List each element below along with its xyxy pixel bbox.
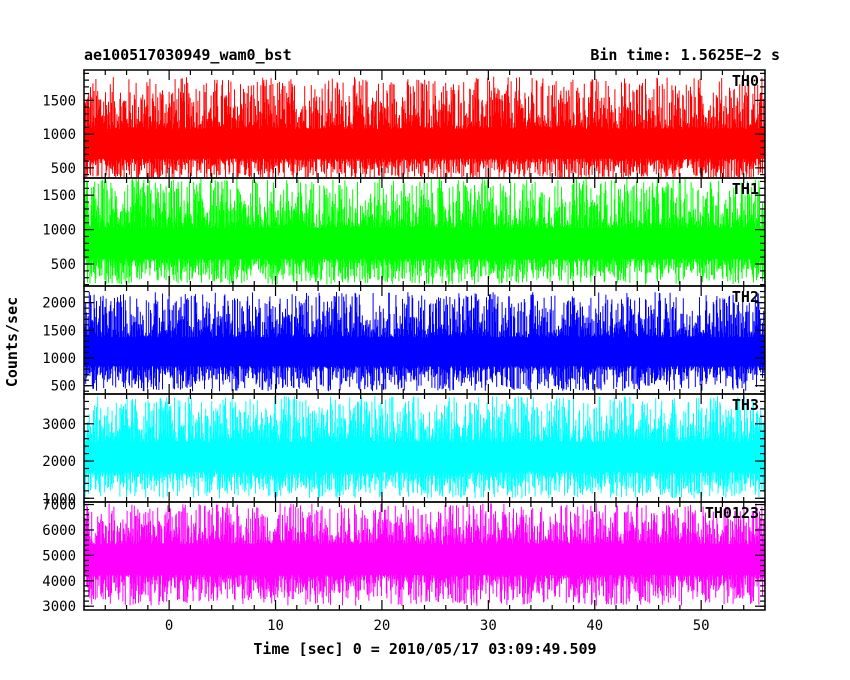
y-tick-label: 4000 [42, 574, 76, 590]
y-tick-label: 3000 [42, 599, 76, 615]
y-tick-label: 1000 [42, 127, 76, 143]
series-th0 [84, 76, 766, 177]
y-tick-label: 3000 [42, 417, 76, 433]
x-tick-label: 40 [586, 618, 603, 634]
panel-label-th0: TH0 [732, 72, 759, 90]
chart-title-right: Bin time: 1.5625E−2 s [590, 46, 780, 64]
y-tick-label: 1000 [42, 223, 76, 239]
y-tick-label: 2000 [42, 296, 76, 312]
y-tick-label: 5000 [42, 548, 76, 564]
y-tick-label: 500 [51, 161, 76, 177]
panels: TH050010001500TH150010001500TH2500100015… [42, 69, 766, 634]
y-tick-label: 1000 [42, 491, 76, 507]
panel-label-th1: TH1 [732, 180, 759, 198]
y-axis-label: Counts/sec [3, 297, 21, 387]
series-th2 [84, 291, 766, 392]
y-tick-label: 1000 [42, 351, 76, 367]
x-tick-label: 10 [267, 618, 284, 634]
x-tick-label: 0 [165, 618, 173, 634]
x-tick-label: 20 [374, 618, 391, 634]
x-tick-label: 30 [480, 618, 497, 634]
y-tick-label: 1500 [42, 188, 76, 204]
x-axis-label: Time [sec] 0 = 2010/05/17 03:09:49.509 [253, 640, 596, 658]
series-th3 [84, 395, 766, 499]
y-tick-label: 1500 [42, 323, 76, 339]
x-tick-label: 50 [693, 618, 710, 634]
y-tick-label: 7000 [42, 498, 76, 514]
y-tick-label: 500 [51, 379, 76, 395]
panel-label-th2: TH2 [732, 288, 759, 306]
series-th1 [84, 179, 766, 285]
y-tick-label: 1500 [42, 93, 76, 109]
panel-label-th0123: TH0123 [705, 504, 759, 522]
series-th0123 [84, 503, 766, 606]
y-tick-label: 500 [51, 257, 76, 273]
y-tick-label: 2000 [42, 454, 76, 470]
chart-title-left: ae100517030949_wam0_bst [84, 46, 292, 64]
panel-label-th3: TH3 [732, 396, 759, 414]
y-tick-label: 6000 [42, 523, 76, 539]
